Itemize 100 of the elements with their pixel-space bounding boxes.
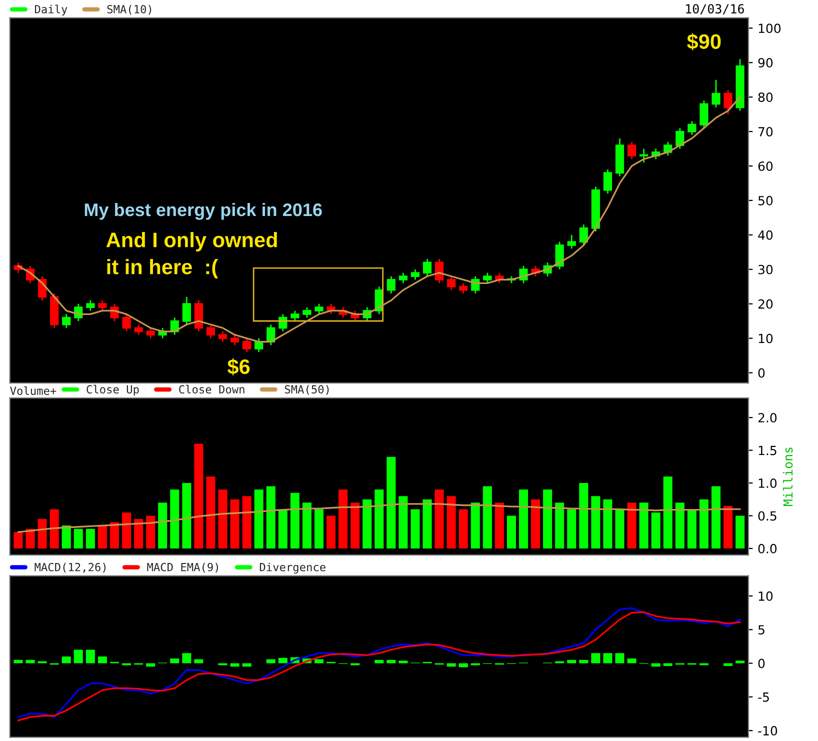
bar xyxy=(242,496,252,548)
bar xyxy=(615,509,624,548)
y-tick-label: 20 xyxy=(758,299,773,309)
bar xyxy=(434,490,444,548)
bar xyxy=(14,660,23,664)
legend-label: MACD EMA(9) xyxy=(147,562,218,573)
bar xyxy=(410,509,420,548)
bar xyxy=(38,519,47,548)
legend-label: Divergence xyxy=(260,562,326,574)
candlestick xyxy=(712,79,720,108)
candlestick xyxy=(62,313,71,329)
annotation: And I only owned it in here :( xyxy=(106,232,277,278)
bar xyxy=(326,516,336,548)
bar xyxy=(314,659,324,664)
candlestick xyxy=(676,127,684,150)
candlestick xyxy=(206,324,216,339)
bar xyxy=(230,499,240,548)
bar xyxy=(50,509,59,548)
y-tick-label: -10 xyxy=(758,726,778,736)
bar xyxy=(458,663,468,668)
legend-label: SMA(10) xyxy=(107,4,152,15)
y-tick-label: 0.5 xyxy=(758,511,776,521)
candlestick xyxy=(314,303,324,315)
candlestick xyxy=(603,168,612,194)
candlestick xyxy=(398,272,408,284)
bar xyxy=(278,658,288,664)
bar xyxy=(615,653,624,664)
legend-label: Close Down xyxy=(179,384,244,394)
bar xyxy=(724,663,733,666)
y-tick-label: 10 xyxy=(758,334,773,344)
bar xyxy=(724,506,733,548)
bar xyxy=(663,663,672,666)
candlestick xyxy=(278,313,288,332)
bar xyxy=(531,499,540,548)
y-tick-label: 2.0 xyxy=(758,413,777,422)
annotation: $90 xyxy=(687,33,721,50)
candlestick xyxy=(218,330,228,342)
candlestick xyxy=(555,241,564,270)
candlestick xyxy=(290,310,300,322)
candlestick xyxy=(122,313,131,332)
y-tick-label: 1.5 xyxy=(758,446,776,456)
bar xyxy=(494,502,504,548)
bar xyxy=(302,502,312,548)
y-tick-label: 0 xyxy=(758,368,765,378)
y-tick-label: 30 xyxy=(758,264,773,274)
bar xyxy=(579,660,588,664)
bar xyxy=(62,656,71,664)
bar xyxy=(14,532,23,548)
text: 10/03/16 xyxy=(686,4,744,15)
candlestick xyxy=(410,268,420,280)
bar xyxy=(579,483,588,548)
bar xyxy=(314,509,324,548)
candlestick xyxy=(98,300,107,312)
candlestick xyxy=(724,89,732,115)
candlestick xyxy=(700,100,708,129)
bar xyxy=(74,650,83,664)
candlestick xyxy=(483,272,492,284)
bar xyxy=(338,490,348,548)
bar xyxy=(591,653,600,664)
bar xyxy=(254,490,264,548)
candlestick xyxy=(86,300,95,312)
bar xyxy=(711,486,720,548)
bar xyxy=(627,502,636,548)
text: Volume+ xyxy=(10,386,56,395)
annotation: $6 xyxy=(227,358,250,376)
candlestick xyxy=(688,120,696,136)
bar xyxy=(639,502,648,548)
bar xyxy=(422,499,432,548)
bar xyxy=(736,516,745,548)
candlestick xyxy=(434,258,444,284)
bar xyxy=(374,490,384,548)
bar xyxy=(122,512,132,548)
bar xyxy=(736,660,745,664)
candlestick xyxy=(567,234,576,250)
bar xyxy=(458,509,468,548)
bar xyxy=(206,476,216,548)
bar xyxy=(266,486,276,548)
bar xyxy=(627,658,636,664)
bar xyxy=(374,660,384,664)
bar xyxy=(86,528,95,548)
legend-label: MACD(12,26) xyxy=(34,562,106,573)
bar xyxy=(591,496,600,548)
y-tick-label: 90 xyxy=(758,58,773,68)
bar xyxy=(26,660,35,664)
candlestick xyxy=(386,276,396,294)
bar xyxy=(398,660,408,664)
candlestick xyxy=(242,338,252,353)
candlestick xyxy=(579,224,588,246)
bar xyxy=(134,519,144,548)
bar xyxy=(98,526,107,548)
bar xyxy=(266,659,276,664)
bar xyxy=(146,516,156,548)
bar xyxy=(158,502,168,548)
y-tick-label: 100 xyxy=(758,24,781,34)
bar xyxy=(470,502,480,548)
y-tick-label: 1.0 xyxy=(758,478,777,488)
bar xyxy=(543,490,552,548)
y-tick-label: 60 xyxy=(758,161,773,171)
bar xyxy=(98,656,107,664)
bar xyxy=(482,486,492,548)
